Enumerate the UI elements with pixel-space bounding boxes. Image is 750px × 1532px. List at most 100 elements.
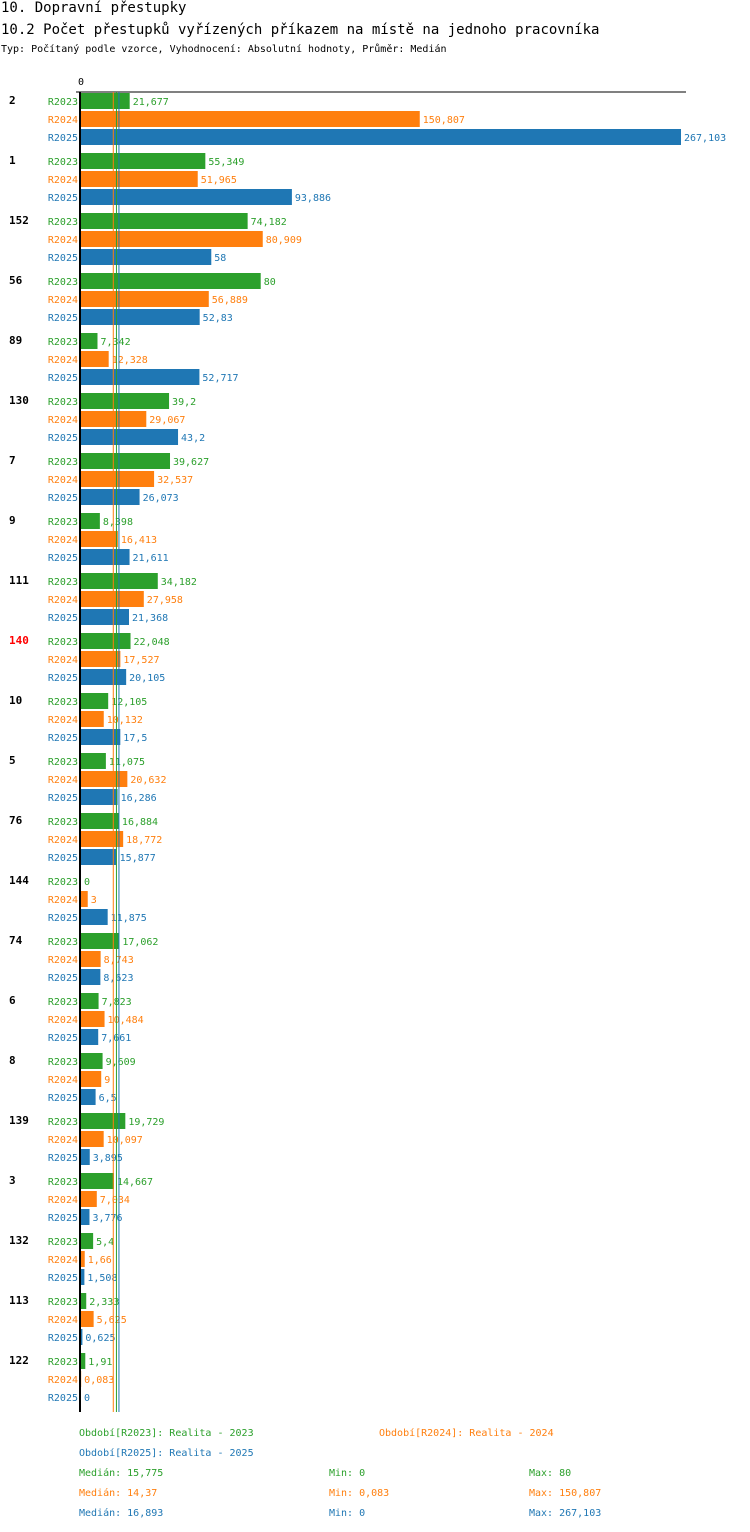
- bar-r2024: [81, 1071, 102, 1087]
- bar-r2023: [81, 993, 99, 1009]
- series-label: R2024: [48, 595, 78, 606]
- data-label: 55,349: [208, 157, 244, 168]
- data-label: 15,877: [120, 853, 156, 864]
- data-label: 39,627: [173, 457, 209, 468]
- stat-median-r2025: Medián: 16,893: [79, 1508, 164, 1519]
- group-label: 113: [9, 1294, 29, 1307]
- bar-r2024: [81, 291, 209, 307]
- series-label: R2025: [48, 1033, 78, 1044]
- data-label: 5,4: [96, 1237, 114, 1248]
- group-label: 1: [9, 154, 16, 167]
- data-label: 56,889: [212, 295, 248, 306]
- page-title: 10. Dopravní přestupky: [1, 0, 187, 16]
- series-label: R2023: [48, 457, 78, 468]
- series-label: R2023: [48, 877, 78, 888]
- legend-r2023: Období[R2023]: Realita - 2023: [79, 1428, 254, 1439]
- data-label: 150,807: [423, 115, 465, 126]
- bar-r2023: [81, 93, 130, 109]
- series-label: R2024: [48, 1375, 78, 1386]
- data-label: 21,677: [133, 97, 169, 108]
- bar-r2024: [81, 891, 88, 907]
- data-label: 5,625: [97, 1315, 127, 1326]
- group-label: 10: [9, 694, 22, 707]
- bar-r2025: [81, 1149, 90, 1165]
- group-label: 2: [9, 94, 16, 107]
- data-label: 12,105: [111, 697, 147, 708]
- bar-r2023: [81, 753, 106, 769]
- group-label: 89: [9, 334, 22, 347]
- series-label: R2024: [48, 175, 78, 186]
- series-label: R2025: [48, 913, 78, 924]
- series-label: R2023: [48, 1117, 78, 1128]
- bar-r2024: [81, 111, 420, 127]
- bar-r2023: [81, 1353, 86, 1369]
- series-label: R2025: [48, 1393, 78, 1404]
- bar-r2024: [81, 1191, 97, 1207]
- series-label: R2024: [48, 1315, 78, 1326]
- stat-median-r2024: Medián: 14,37: [79, 1488, 158, 1499]
- data-label: 1,508: [87, 1273, 117, 1284]
- data-label: 16,286: [121, 793, 157, 804]
- bar-r2025: [81, 1209, 90, 1225]
- data-label: 12,328: [112, 355, 148, 366]
- bar-r2023: [81, 813, 119, 829]
- data-label: 32,537: [157, 475, 193, 486]
- axis-zero-label: 0: [78, 77, 84, 88]
- series-label: R2025: [48, 793, 78, 804]
- bar-r2024: [81, 771, 128, 787]
- stat-max-r2023: Max: 80: [529, 1468, 572, 1479]
- stat-min-r2023: Min: 0: [329, 1468, 366, 1479]
- chart-meta: Typ: Počítaný podle vzorce, Vyhodnocení:…: [1, 44, 447, 55]
- data-label: 22,048: [134, 637, 170, 648]
- series-label: R2024: [48, 235, 78, 246]
- series-label: R2025: [48, 853, 78, 864]
- data-label: 3,776: [92, 1213, 122, 1224]
- series-label: R2023: [48, 517, 78, 528]
- group-label: 56: [9, 274, 23, 287]
- series-label: R2024: [48, 895, 78, 906]
- bar-r2023: [81, 1053, 103, 1069]
- data-label: 7,034: [100, 1195, 130, 1206]
- bar-r2024: [81, 471, 155, 487]
- chart-title: 10.2 Počet přestupků vyřízených příkazem…: [1, 22, 600, 38]
- group-label: 76: [9, 814, 23, 827]
- series-label: R2025: [48, 1213, 78, 1224]
- series-label: R2023: [48, 757, 78, 768]
- bar-r2024: [81, 711, 104, 727]
- group-label: 6: [9, 994, 16, 1007]
- bar-r2025: [81, 969, 101, 985]
- data-label: 10,097: [107, 1135, 143, 1146]
- bar-r2025: [81, 369, 200, 385]
- group-label: 132: [9, 1234, 29, 1247]
- series-label: R2023: [48, 697, 78, 708]
- data-label: 0: [84, 1393, 90, 1404]
- data-label: 11,075: [109, 757, 145, 768]
- series-label: R2023: [48, 577, 78, 588]
- bar-r2023: [81, 153, 206, 169]
- data-label: 11,875: [111, 913, 147, 924]
- bar-r2024: [81, 231, 263, 247]
- series-label: R2024: [48, 1015, 78, 1026]
- data-label: 8,398: [103, 517, 133, 528]
- data-label: 3: [91, 895, 97, 906]
- series-label: R2023: [48, 217, 78, 228]
- series-label: R2025: [48, 193, 78, 204]
- data-label: 27,958: [147, 595, 183, 606]
- series-label: R2024: [48, 115, 78, 126]
- bar-r2023: [81, 1173, 114, 1189]
- bar-r2025: [81, 909, 108, 925]
- bar-r2023: [81, 1233, 94, 1249]
- bar-r2024: [81, 1011, 105, 1027]
- series-label: R2024: [48, 655, 78, 666]
- series-label: R2023: [48, 397, 78, 408]
- data-label: 52,717: [202, 373, 238, 384]
- series-label: R2025: [48, 1273, 78, 1284]
- series-label: R2023: [48, 1297, 78, 1308]
- bar-r2024: [81, 1311, 94, 1327]
- bar-r2023: [81, 693, 109, 709]
- group-label: 144: [9, 874, 29, 887]
- data-label: 52,83: [203, 313, 233, 324]
- bar-r2023: [81, 933, 120, 949]
- series-label: R2025: [48, 553, 78, 564]
- data-label: 267,103: [684, 133, 726, 144]
